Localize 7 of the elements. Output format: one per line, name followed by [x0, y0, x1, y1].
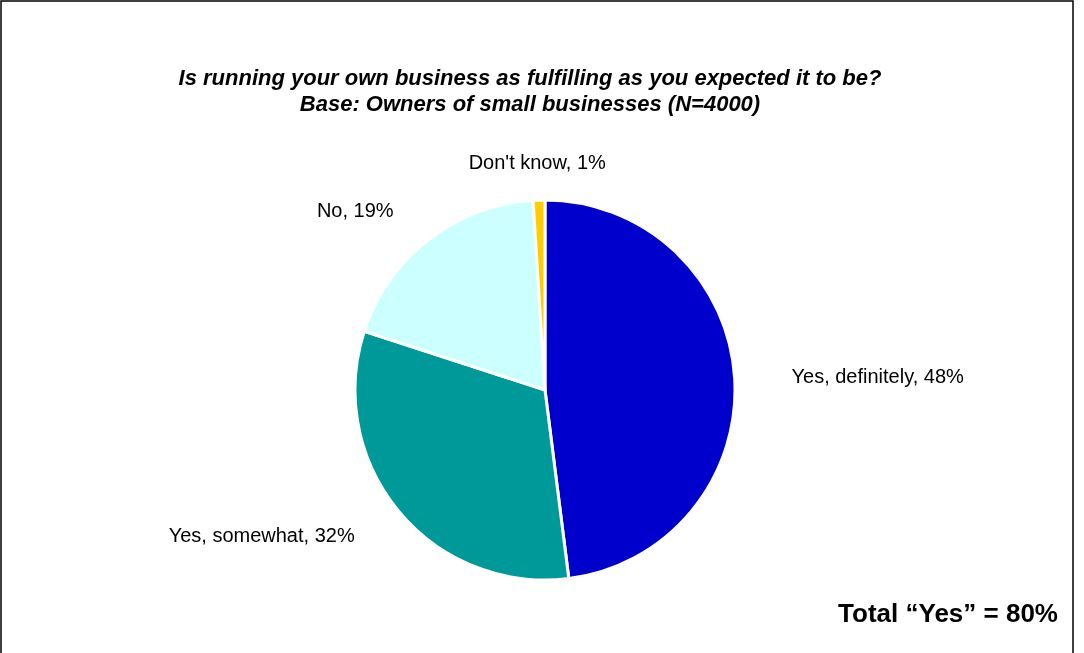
slice-label: No, 19%: [316, 198, 394, 221]
slice-label: Yes, definitely, 48%: [791, 364, 965, 387]
chart-subtitle: Base: Owners of small businesses (N=4000): [299, 91, 761, 116]
slice-label: Don't know, 1%: [468, 151, 607, 174]
text: Total “Yes” = 80%: [838, 598, 1058, 628]
chart-title: Is running your own business as fulfilling as you expected it to be?: [178, 65, 882, 90]
slice-label: Yes, somewhat, 32%: [168, 524, 355, 547]
